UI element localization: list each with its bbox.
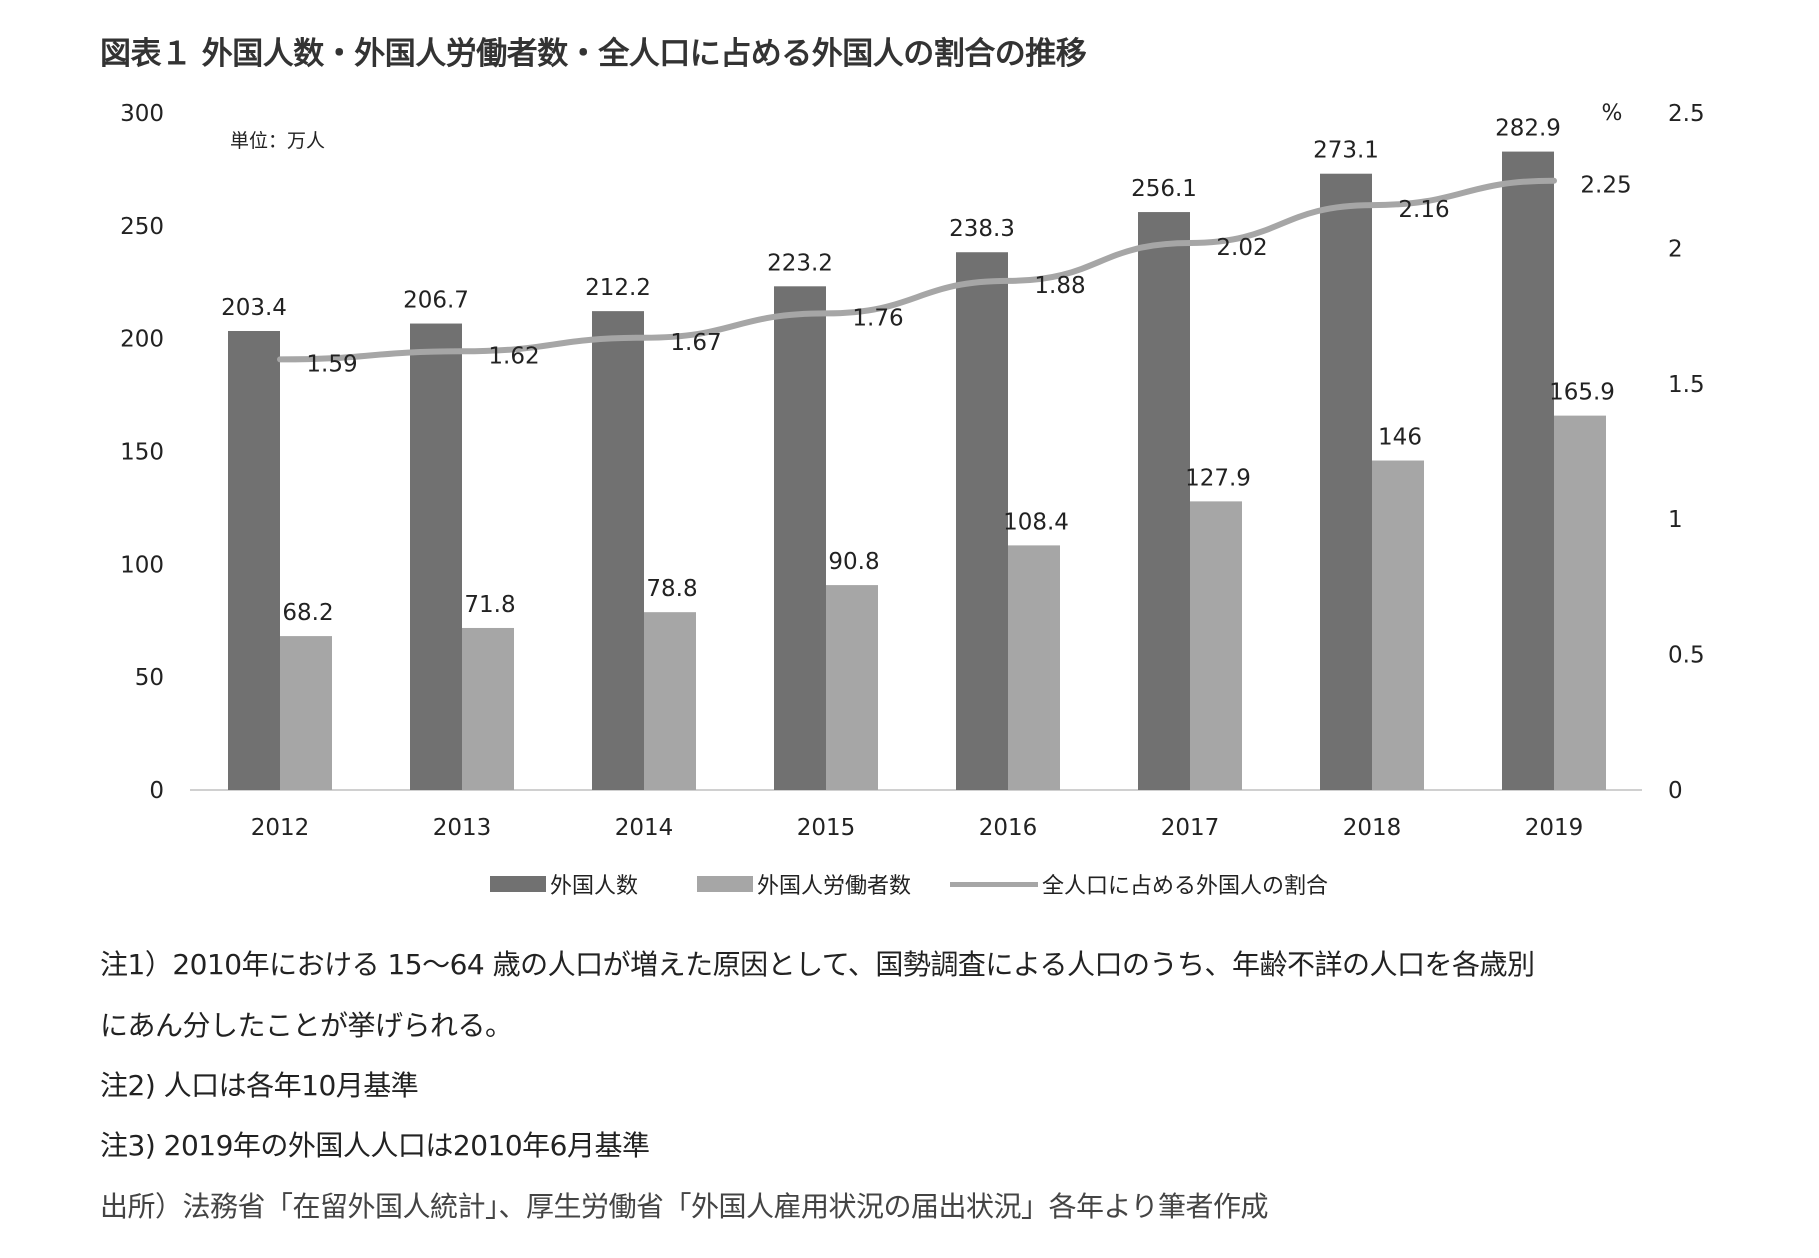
data-label-workers: 165.9 xyxy=(1549,380,1615,406)
y2-tick-label: 1 xyxy=(1668,507,1683,533)
y2-tick-label: 0.5 xyxy=(1668,643,1705,669)
data-label-foreigners: 212.2 xyxy=(585,275,651,301)
y-tick-label: 50 xyxy=(135,665,164,691)
data-label-ratio: 1.67 xyxy=(670,330,721,356)
bar-workers xyxy=(826,585,878,790)
data-label-workers: 71.8 xyxy=(464,592,515,618)
data-label-workers: 78.8 xyxy=(646,576,697,602)
data-label-ratio: 1.62 xyxy=(488,343,539,369)
line-ratio xyxy=(277,177,1557,363)
bar-workers xyxy=(1008,545,1060,790)
data-label-foreigners: 238.3 xyxy=(949,216,1015,242)
note-3: 注3) 2019年の外国人人口は2010年6月基準 xyxy=(100,1129,650,1162)
note-1-cont: にあん分したことが挙げられる。 xyxy=(100,1009,513,1042)
data-label-foreigners: 273.1 xyxy=(1313,138,1379,164)
y-tick-label: 250 xyxy=(120,214,164,240)
y2-tick-label: 1.5 xyxy=(1668,372,1705,398)
legend-label: 外国人数 xyxy=(550,874,639,899)
data-label-ratio: 1.88 xyxy=(1034,273,1085,299)
data-label-foreigners: 256.1 xyxy=(1131,176,1197,202)
bar-workers xyxy=(644,612,696,790)
legend-swatch-foreigners xyxy=(490,876,546,892)
note-2: 注2) 人口は各年10月基準 xyxy=(100,1069,419,1102)
bar-foreigners xyxy=(592,311,644,790)
legend-label: 全人口に占める外国人の割合 xyxy=(1042,874,1329,899)
data-label-workers: 68.2 xyxy=(282,600,333,626)
bar-foreigners xyxy=(1138,212,1190,790)
x-tick-label: 2015 xyxy=(797,815,856,841)
y2-axis-label: % xyxy=(1602,101,1623,126)
data-label-ratio: 2.16 xyxy=(1398,197,1449,223)
y-tick-label: 150 xyxy=(120,440,164,466)
bar-workers xyxy=(1372,460,1424,790)
x-tick-label: 2012 xyxy=(251,815,310,841)
data-label-ratio: 1.59 xyxy=(306,351,357,377)
x-tick-label: 2019 xyxy=(1525,815,1584,841)
bar-foreigners xyxy=(956,252,1008,790)
data-label-ratio: 2.02 xyxy=(1216,235,1267,261)
data-label-foreigners: 203.4 xyxy=(221,295,287,321)
unit-label: 単位：万人 xyxy=(230,130,326,152)
legend-swatch-workers xyxy=(697,876,753,892)
x-tick-label: 2013 xyxy=(433,815,492,841)
bar-foreigners xyxy=(228,330,280,790)
y-tick-label: 0 xyxy=(149,778,164,804)
data-label-workers: 90.8 xyxy=(828,549,879,575)
x-tick-label: 2018 xyxy=(1343,815,1402,841)
bar-workers xyxy=(462,627,514,790)
data-label-foreigners: 282.9 xyxy=(1495,116,1561,142)
y2-tick-label: 2 xyxy=(1668,236,1683,262)
legend-item-foreigners: 外国人数 xyxy=(490,868,638,900)
y-tick-label: 100 xyxy=(120,552,164,578)
x-tick-label: 2014 xyxy=(615,815,674,841)
data-label-foreigners: 206.7 xyxy=(403,288,469,314)
source-note: 出所）法務省「在留外国人統計」、厚生労働省「外国人雇用状況の届出状況」各年より筆… xyxy=(100,1190,1268,1223)
x-tick-label: 2016 xyxy=(979,815,1038,841)
data-label-workers: 146 xyxy=(1378,425,1422,451)
data-label-workers: 108.4 xyxy=(1003,509,1069,535)
x-tick-label: 2017 xyxy=(1161,815,1220,841)
data-label-ratio: 2.25 xyxy=(1580,173,1631,199)
legend-label: 外国人労働者数 xyxy=(757,874,912,899)
bar-foreigners xyxy=(1502,151,1554,791)
y-tick-label: 300 xyxy=(120,101,164,127)
legend-swatch-ratio xyxy=(950,881,1038,887)
bar-workers xyxy=(1190,501,1242,790)
bar-workers xyxy=(280,636,332,790)
note-1: 注1）2010年における 15～64 歳の人口が増えた原因として、国勢調査による… xyxy=(100,948,1535,981)
data-label-foreigners: 223.2 xyxy=(767,250,833,276)
bar-foreigners xyxy=(410,323,462,790)
chart-title: 図表１ 外国人数・外国人労働者数・全人口に占める外国人の割合の推移 xyxy=(100,36,1087,72)
legend-item-workers: 外国人労働者数 xyxy=(697,868,911,900)
bar-foreigners xyxy=(774,286,826,790)
y2-tick-label: 2.5 xyxy=(1668,101,1705,127)
legend-item-ratio: 全人口に占める外国人の割合 xyxy=(950,868,1328,900)
bar-foreigners xyxy=(1320,173,1372,790)
bar-workers xyxy=(1554,415,1606,790)
y-tick-label: 200 xyxy=(120,327,164,353)
data-label-ratio: 1.76 xyxy=(852,305,903,331)
y2-tick-label: 0 xyxy=(1668,778,1683,804)
data-label-workers: 127.9 xyxy=(1185,465,1251,491)
